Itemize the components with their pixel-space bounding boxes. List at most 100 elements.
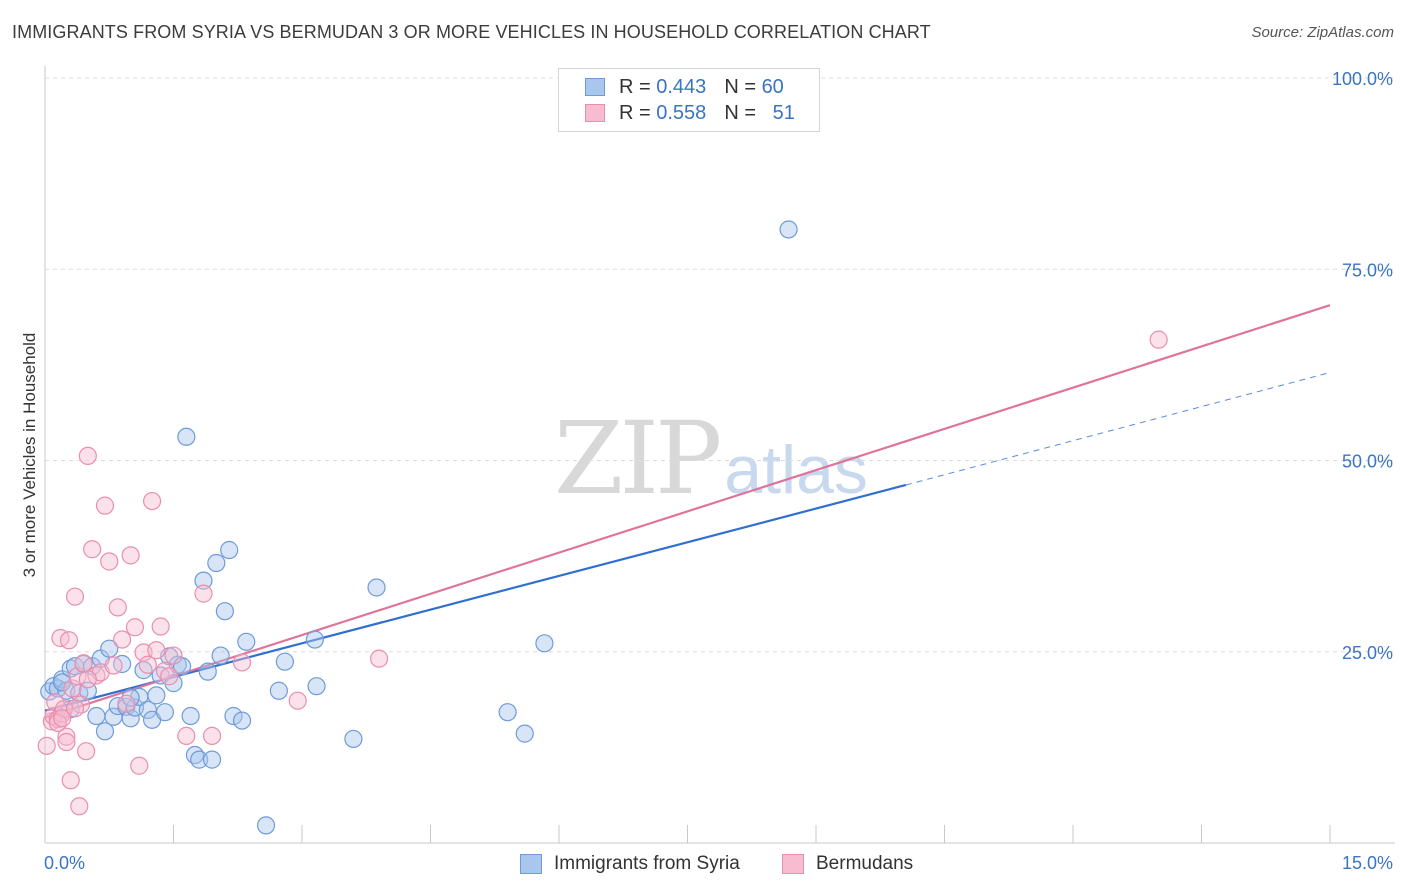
trend-lines <box>44 304 1331 719</box>
point-bermudans <box>57 732 76 752</box>
y-tick-label: 100.0% <box>1332 69 1393 89</box>
bottom-legend-swatch-bermudans <box>782 854 804 874</box>
point-syria <box>198 662 217 681</box>
point-bermudans <box>78 446 97 466</box>
legend-n-value: 60 <box>761 75 784 98</box>
tick-labels: 25.0% 50.0% 75.0% 100.0% 0.0% 15.0% <box>44 69 1393 873</box>
y-tick-label: 75.0% <box>1342 260 1393 280</box>
x-tick-label: 15.0% <box>1342 853 1393 873</box>
point-bermudans <box>142 491 162 511</box>
point-syria <box>190 750 209 769</box>
bottom-legend-label-syria: Immigrants from Syria <box>554 853 740 874</box>
point-bermudans <box>83 540 102 559</box>
point-syria <box>779 220 798 239</box>
source-label: Source: ZipAtlas.com <box>1251 24 1394 41</box>
trend-line-bermudans <box>44 304 1331 719</box>
y-tick-label: 25.0% <box>1342 643 1393 663</box>
point-syria <box>181 706 200 726</box>
chart-title: IMMIGRANTS FROM SYRIA VS BERMUDAN 3 OR M… <box>12 22 931 42</box>
point-bermudans <box>117 694 136 713</box>
legend-n-label: N = <box>724 75 756 98</box>
point-syria <box>100 639 119 658</box>
point-bermudans <box>164 646 183 665</box>
point-syria <box>498 703 517 722</box>
y-tick-label: 50.0% <box>1342 452 1393 472</box>
point-syria <box>211 646 230 665</box>
legend-r-label: R = <box>619 75 651 98</box>
point-bermudans <box>61 771 80 790</box>
point-bermudans <box>177 726 196 746</box>
trend-line-syria-extension <box>905 372 1331 486</box>
point-syria <box>515 724 534 743</box>
legend-r-label: R = <box>619 101 651 124</box>
legend-r-value: 0.558 <box>656 101 707 124</box>
data-points <box>37 220 1168 835</box>
point-syria <box>177 427 196 446</box>
point-bermudans <box>370 649 389 668</box>
point-bermudans <box>104 656 123 675</box>
point-bermudans <box>59 631 79 650</box>
point-syria <box>535 634 554 653</box>
point-syria <box>305 630 324 649</box>
point-bermudans <box>57 727 76 746</box>
bottom-legend-label-bermudans: Bermudans <box>816 853 914 874</box>
legend-n-label: N = <box>724 101 756 124</box>
point-syria <box>147 686 166 705</box>
legend-row-syria: R = 0.443 N = 60 <box>585 75 784 99</box>
point-syria <box>121 709 140 728</box>
point-bermudans <box>121 546 140 565</box>
point-bermudans <box>288 691 307 710</box>
point-bermudans <box>130 756 149 775</box>
correlation-legend: R = 0.443 N = 60 R = 0.558 N = 51 <box>558 68 820 132</box>
watermark-atlas: atlas <box>724 432 868 508</box>
point-bermudans <box>232 653 252 672</box>
bottom-legend-swatch-syria <box>520 854 542 874</box>
point-syria <box>275 652 294 671</box>
point-syria <box>220 540 239 560</box>
watermark-zip: ZIP <box>554 400 722 517</box>
point-bermudans <box>147 641 166 660</box>
point-bermudans <box>100 552 119 571</box>
point-syria <box>344 729 363 749</box>
point-syria <box>87 706 106 726</box>
point-bermudans <box>125 618 145 637</box>
trend-line-syria <box>44 483 907 712</box>
x-tick-label: 0.0% <box>44 853 85 873</box>
point-bermudans <box>65 587 85 606</box>
point-bermudans <box>138 655 157 674</box>
point-bermudans <box>37 736 56 755</box>
legend-row-bermudans: R = 0.558 N = 51 <box>585 101 795 125</box>
point-syria <box>202 750 222 769</box>
legend-n-value: 51 <box>772 101 795 124</box>
bottom-legend-syria: Immigrants from Syria <box>520 852 740 876</box>
point-bermudans <box>95 496 115 515</box>
legend-swatch-bermudans <box>585 104 605 122</box>
point-bermudans <box>202 726 222 746</box>
point-syria <box>256 816 276 835</box>
point-syria <box>367 578 386 597</box>
point-bermudans <box>65 699 85 718</box>
point-syria <box>307 677 326 696</box>
point-bermudans <box>160 667 179 686</box>
point-bermudans <box>108 598 127 617</box>
point-bermudans <box>151 617 170 636</box>
point-bermudans <box>77 742 96 761</box>
point-syria <box>237 632 256 651</box>
point-syria <box>224 706 243 726</box>
point-syria <box>269 681 288 700</box>
point-bermudans <box>70 797 89 816</box>
point-syria <box>207 553 226 573</box>
legend-swatch-syria <box>585 78 605 96</box>
point-bermudans <box>53 709 72 728</box>
point-bermudans <box>112 630 132 649</box>
point-bermudans <box>1149 330 1168 349</box>
gridlines <box>45 77 1395 653</box>
point-syria <box>53 673 72 692</box>
legend-r-value: 0.443 <box>656 75 707 98</box>
point-syria <box>215 602 234 621</box>
bottom-legend-bermudans: Bermudans <box>782 852 913 876</box>
point-bermudans <box>78 670 97 689</box>
watermark: ZIPatlas <box>554 400 868 517</box>
point-syria <box>155 703 175 722</box>
